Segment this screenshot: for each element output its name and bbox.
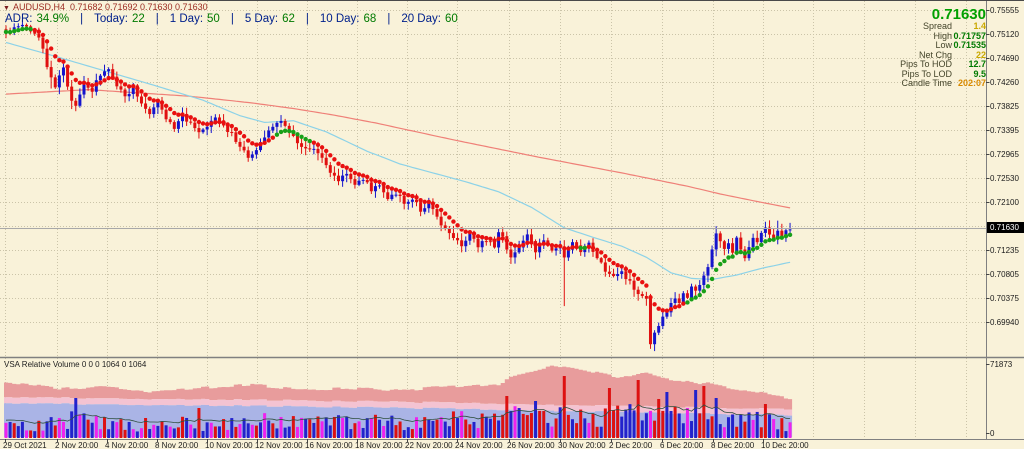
adr-item-label: 20 Day:: [401, 13, 441, 25]
price-axis-label: 0.75555: [990, 5, 1019, 15]
info-rows-table: Spread 1.4 High 0.71757 Low 0.71535 Net Chg 22 P…: [900, 21, 986, 89]
info-row-value: 22: [975, 49, 986, 60]
info-row-label: High: [933, 30, 952, 41]
info-row-value: 202:07: [957, 78, 986, 88]
info-row-label: Pips To LOD: [901, 68, 952, 79]
adr-item-value: 34.9%: [36, 13, 70, 25]
adr-item-value: 68: [363, 13, 377, 25]
time-axis-label: 10 Dec 20:00: [761, 441, 809, 449]
chart-title: ▼ AUDUSD,H4 0.71682 0.71692 0.71630 0.7163…: [3, 2, 208, 14]
price-axis-label: 0.73395: [990, 125, 1019, 135]
adr-item-value: 60: [444, 13, 458, 25]
info-row: Candle Time 202:07: [900, 78, 986, 89]
price-axis-label: 0.74260: [990, 77, 1019, 87]
time-axis-label: 4 Nov 20:00: [105, 441, 149, 449]
info-row: Pips To HOD 12.7: [900, 59, 986, 70]
time-axis-label: 16 Nov 20:00: [305, 441, 353, 449]
market-info-panel: 0.71630 Spread 1.4 High 0.71757 Low 0.71535 Ne…: [900, 7, 986, 89]
adr-indicator-line: ADR: 34.9% | Today: 22 | 1 Day: 50 | 5 Day: 62 | 10 …: [5, 13, 458, 26]
info-row: Pips To LOD 9.5: [900, 68, 986, 80]
current-price-badge: 0.71630: [987, 222, 1024, 233]
time-axis-label: 8 Nov 20:00: [155, 441, 199, 449]
price-axis-label: 0.69940: [990, 317, 1019, 327]
time-axis-label: 18 Nov 20:00: [355, 441, 403, 449]
price-axis-label: 0.73825: [990, 101, 1019, 111]
time-axis-label: 29 Oct 2021: [3, 441, 47, 449]
info-row-label: Low: [935, 40, 952, 50]
price-axis-label: 0.70375: [990, 293, 1019, 303]
time-axis-label: 26 Nov 20:00: [507, 441, 555, 449]
price-axis-label: 0.75120: [990, 29, 1019, 39]
info-row-value: 12.7: [968, 59, 986, 69]
time-axis-label: 8 Dec 20:00: [711, 441, 755, 449]
adr-item-value: 22: [131, 13, 145, 25]
info-row: Net Chg 22: [900, 49, 986, 61]
info-row-value: 9.5: [973, 68, 986, 79]
price-axis-label: 71873: [990, 359, 1013, 369]
current-price-readout: 0.71630: [931, 6, 986, 23]
volume-indicator-label: VSA Relative Volume 0 0 0 1064 0 1064: [4, 360, 147, 369]
adr-separator: |: [80, 13, 84, 25]
price-axis-label: 0.70805: [990, 269, 1019, 279]
info-row-label: Spread: [922, 21, 952, 31]
info-row-label: Pips To HOD: [900, 59, 952, 69]
time-axis-label: 2 Dec 20:00: [609, 441, 653, 449]
adr-separator: |: [387, 13, 391, 25]
info-row: High 0.71757: [900, 30, 986, 42]
info-row: Low 0.71535: [900, 40, 986, 51]
time-axis-label: 24 Nov 20:00: [455, 441, 503, 449]
adr-item-label: ADR:: [5, 13, 33, 25]
time-axis-label: 30 Nov 20:00: [558, 441, 606, 449]
adr-separator: |: [230, 13, 234, 25]
adr-item-label: 10 Day:: [319, 13, 360, 25]
symbol-timeframe-label: AUDUSD,H4: [12, 2, 65, 12]
ohlc-quotes: 0.71682 0.71692 0.71630 0.71630: [69, 2, 208, 12]
info-row-value: 1.4: [973, 21, 986, 31]
info-row-value: 0.71535: [953, 40, 986, 50]
adr-item-value: 62: [282, 13, 295, 25]
time-axis-label: 22 Nov 20:00: [405, 441, 453, 449]
info-row: Spread 1.4: [900, 21, 986, 32]
time-axis-label: 6 Dec 20:00: [660, 441, 704, 449]
price-axis-label: 0.72100: [990, 197, 1019, 207]
info-row-value: 0.71757: [953, 30, 986, 41]
chart-dropdown-arrow-icon[interactable]: ▼: [3, 5, 10, 12]
adr-item-label: 5 Day:: [244, 13, 279, 25]
price-axis-label: 0: [990, 428, 995, 438]
adr-item-label: Today:: [94, 13, 128, 25]
time-axis-label: 10 Nov 20:00: [205, 441, 253, 449]
price-axis-label: 0.72530: [990, 173, 1019, 183]
info-row-label: Net Chg: [918, 49, 952, 60]
adr-separator: |: [155, 13, 159, 25]
adr-item-label: 1 Day:: [169, 13, 204, 25]
info-row-label: Candle Time: [901, 78, 952, 88]
price-axis-label: 0.74690: [990, 53, 1019, 63]
adr-separator: |: [305, 13, 309, 25]
adr-item-value: 50: [207, 13, 220, 25]
current-price-badge-text: 0.71630: [990, 223, 1019, 232]
time-axis-label: 12 Nov 20:00: [255, 441, 303, 449]
price-axis-label: 0.71235: [990, 245, 1019, 255]
time-axis-label: 2 Nov 20:00: [55, 441, 99, 449]
price-axis-label: 0.72965: [990, 149, 1019, 159]
